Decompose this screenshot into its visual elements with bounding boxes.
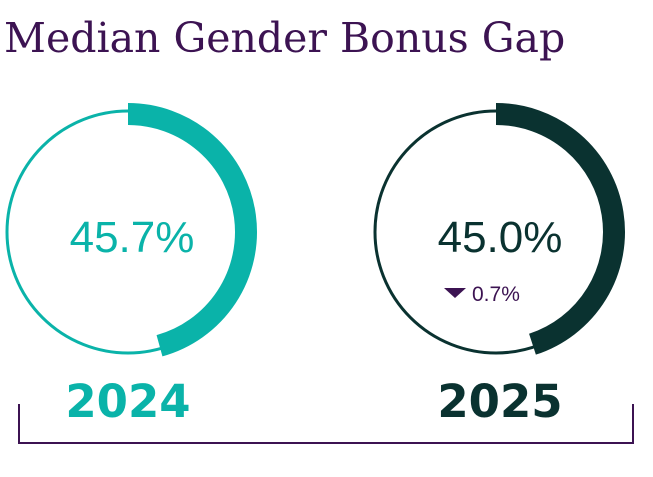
donut-2025: 45.0% 0.7% xyxy=(373,103,625,355)
donut-arc-2025 xyxy=(495,103,625,355)
value-label-2024: 45.7% xyxy=(70,213,195,262)
down-arrow-icon xyxy=(444,288,466,298)
donut-arc-2024 xyxy=(127,103,257,357)
year-label-2024: 2024 xyxy=(65,375,191,428)
year-bracket xyxy=(18,404,634,444)
donut-2024: 45.7% xyxy=(5,103,257,357)
year-label-2025: 2025 xyxy=(437,375,563,428)
value-label-2025: 45.0% xyxy=(438,213,563,262)
chart-title: Median Gender Bonus Gap xyxy=(4,14,566,62)
change-label-2025: 0.7% xyxy=(472,283,520,306)
